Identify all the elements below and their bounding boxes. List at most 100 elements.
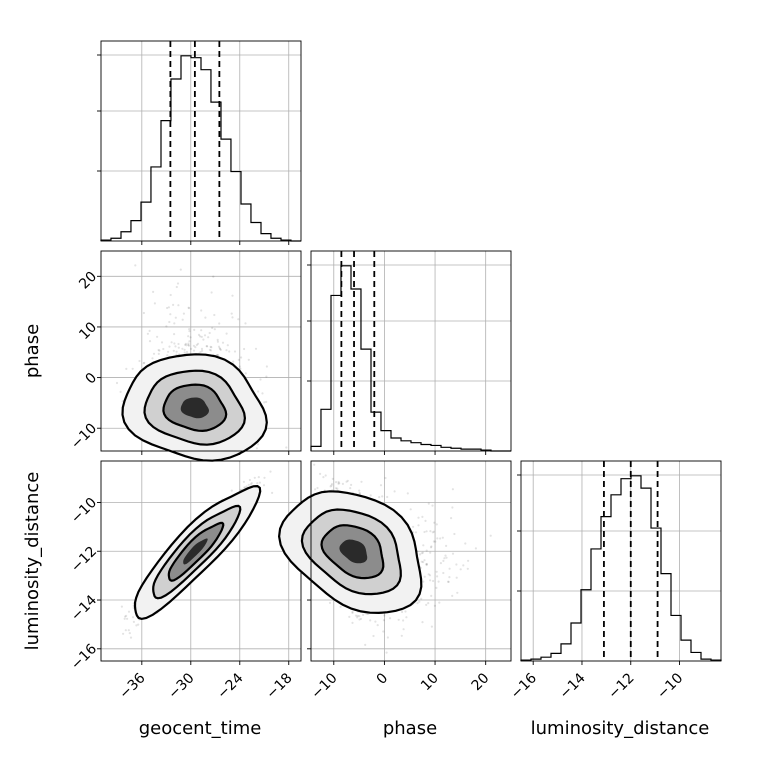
scatter-point [238,365,241,368]
scatter-point [429,530,432,533]
scatter-point [125,367,128,370]
scatter-point [175,285,178,289]
scatter-point [207,336,210,339]
scatter-point [429,579,432,582]
scatter-point [349,487,352,490]
scatter-point [115,381,119,385]
scatter-point [183,351,186,354]
scatter-point [231,294,234,297]
scatter-point [265,375,268,378]
histogram-geocent-time [100,55,301,242]
scatter-point [237,318,240,321]
scatter-point [435,523,438,526]
scatter-point [148,329,151,332]
scatter-point [188,330,191,333]
scatter-point [417,524,420,527]
scatter-point [157,352,160,355]
scatter-point [185,350,189,354]
scatter-point [192,344,195,347]
scatter-point [254,347,258,350]
scatter-point [168,345,171,348]
scatter-point [169,313,172,316]
ytick-label-luminosity-distance: −14 [68,592,100,624]
scatter-point [248,478,251,482]
scatter-point [237,358,240,361]
scatter-point [166,354,169,357]
scatter-point [172,303,175,306]
scatter-point [135,624,138,627]
scatter-point [177,342,180,346]
scatter-point [173,342,176,345]
scatter-point [184,343,187,346]
scatter-point [177,304,180,307]
scatter-point [184,342,187,345]
scatter-point [427,602,430,605]
scatter-point [271,491,274,494]
scatter-point [257,443,260,446]
scatter-point [258,481,261,484]
scatter-point [156,335,159,338]
scatter-point [230,489,233,492]
ytick-label-phase: −10 [68,420,100,452]
scatter-point [359,617,363,621]
scatter-point [142,362,145,365]
scatter-point [142,311,145,315]
xtick-label-geocent-time: −18 [263,670,295,702]
scatter-point [210,291,213,294]
scatter-point [232,360,235,363]
scatter-point [138,359,141,363]
scatter-point [173,333,176,336]
scatter-point [402,628,405,631]
scatter-point [265,365,268,368]
scatter-point [165,325,168,328]
scatter-point [243,347,246,351]
scatter-point [128,632,131,635]
scatter-point [216,338,219,341]
scatter-point [200,335,203,338]
scatter-point [221,341,225,344]
scatter-point [445,556,448,559]
scatter-point [124,629,127,632]
xtick-label-phase: 10 [418,670,442,694]
scatter-point [231,316,234,319]
panel-geocent-time-geocent-time-grid [101,41,301,241]
scatter-point [201,349,204,352]
scatter-point [242,480,245,483]
scatter-point [210,346,213,349]
scatter-point [213,328,216,331]
scatter-point [451,594,454,598]
scatter-point [401,610,404,614]
scatter-point [233,350,237,353]
scatter-point [200,347,204,350]
scatter-point [213,313,216,317]
panel-geocent-time-geocent-time-frame [100,40,302,242]
scatter-point [412,525,415,528]
scatter-point [263,476,266,479]
scatter-point [182,312,185,315]
scatter-point [443,557,446,560]
scatter-point [120,605,123,608]
scatter-point [200,309,203,312]
scatter-point [256,482,259,485]
scatter-point [176,282,180,285]
scatter-point [132,620,135,624]
scatter-point [247,358,250,361]
scatter-point [341,482,344,485]
scatter-point [170,341,173,344]
scatter-point [167,306,170,309]
scatter-point [243,486,246,489]
scatter-point [203,334,207,337]
scatter-point [185,344,188,347]
scatter-point [262,484,266,487]
scatter-point [127,610,131,613]
scatter-point [244,322,247,325]
scatter-point [196,342,200,345]
scatter-point [259,378,262,381]
scatter-point [187,342,190,345]
scatter-point [216,353,219,357]
scatter-point [219,348,222,351]
scatter-point [448,567,451,570]
scatter-point [339,605,342,608]
xtick-label-geocent-time: −36 [116,670,148,702]
